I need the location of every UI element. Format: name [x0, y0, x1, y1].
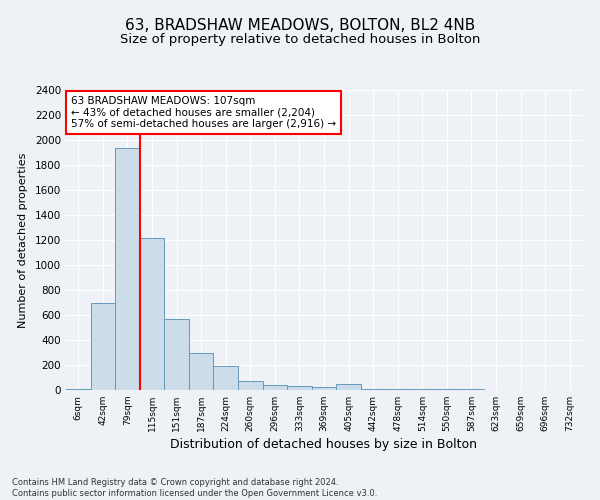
Bar	[238, 380, 263, 390]
Y-axis label: Number of detached properties: Number of detached properties	[18, 152, 28, 328]
Text: 63, BRADSHAW MEADOWS, BOLTON, BL2 4NB: 63, BRADSHAW MEADOWS, BOLTON, BL2 4NB	[125, 18, 475, 32]
Bar	[115, 148, 140, 390]
Bar	[140, 238, 164, 390]
Bar	[263, 385, 287, 390]
Text: 63 BRADSHAW MEADOWS: 107sqm
← 43% of detached houses are smaller (2,204)
57% of : 63 BRADSHAW MEADOWS: 107sqm ← 43% of det…	[71, 96, 336, 129]
Bar	[361, 389, 385, 390]
Bar	[164, 319, 189, 390]
Bar	[287, 386, 312, 390]
Bar	[336, 384, 361, 390]
Bar	[312, 387, 336, 390]
Text: Size of property relative to detached houses in Bolton: Size of property relative to detached ho…	[120, 32, 480, 46]
X-axis label: Distribution of detached houses by size in Bolton: Distribution of detached houses by size …	[170, 438, 478, 451]
Text: Contains HM Land Registry data © Crown copyright and database right 2024.
Contai: Contains HM Land Registry data © Crown c…	[12, 478, 377, 498]
Bar	[214, 366, 238, 390]
Bar	[91, 303, 115, 390]
Bar	[189, 352, 214, 390]
